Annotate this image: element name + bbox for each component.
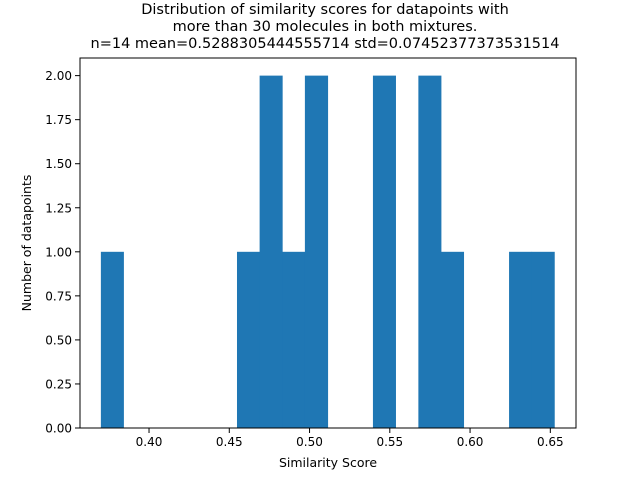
y-tick-label-1: 0.25 bbox=[45, 377, 72, 391]
chart-title-line-2: more than 30 molecules in both mixtures. bbox=[173, 19, 478, 35]
x-axis-label: Similarity Score bbox=[279, 455, 377, 470]
histogram-bar-8 bbox=[282, 251, 306, 428]
histogram-bar-19 bbox=[531, 251, 555, 428]
x-tick-label-0: 0.40 bbox=[136, 435, 163, 449]
histogram-bar-0 bbox=[100, 251, 124, 428]
x-tick-label-2: 0.50 bbox=[296, 435, 323, 449]
histogram-bar-18 bbox=[509, 251, 533, 428]
y-tick-label-8: 2.00 bbox=[45, 69, 72, 83]
histogram-bar-15 bbox=[441, 251, 465, 428]
x-tick-label-5: 0.65 bbox=[537, 435, 564, 449]
histogram-bar-7 bbox=[259, 75, 283, 429]
y-tick-label-2: 0.50 bbox=[45, 333, 72, 347]
y-axis-label: Number of datapoints bbox=[19, 175, 34, 312]
histogram-bar-9 bbox=[304, 75, 329, 429]
x-tick-label-1: 0.45 bbox=[216, 435, 243, 449]
chart-title-line-3: n=14 mean=0.5288305444555714 std=0.07452… bbox=[91, 36, 560, 52]
y-tick-label-0: 0.00 bbox=[45, 422, 72, 436]
x-axis-ticks: 0.40 0.45 0.50 0.55 0.60 0.65 bbox=[136, 428, 564, 449]
histogram-bars bbox=[100, 75, 555, 429]
histogram-bar-6 bbox=[236, 251, 261, 428]
y-tick-label-5: 1.25 bbox=[45, 201, 72, 215]
y-tick-label-4: 1.00 bbox=[45, 245, 72, 259]
y-tick-label-6: 1.50 bbox=[45, 157, 72, 171]
x-tick-label-4: 0.60 bbox=[457, 435, 484, 449]
y-axis-ticks: 0.00 0.25 0.50 0.75 1.00 1.25 1.50 1.75 2.00 bbox=[45, 69, 80, 436]
histogram-bar-12 bbox=[372, 75, 396, 429]
y-tick-label-7: 1.75 bbox=[45, 113, 72, 127]
plot-area-frame bbox=[79, 57, 577, 429]
y-tick-label-3: 0.75 bbox=[45, 289, 72, 303]
histogram-bar-14 bbox=[418, 75, 442, 429]
x-tick-label-3: 0.55 bbox=[376, 435, 403, 449]
chart-title-line-1: Distribution of similarity scores for da… bbox=[141, 2, 509, 18]
